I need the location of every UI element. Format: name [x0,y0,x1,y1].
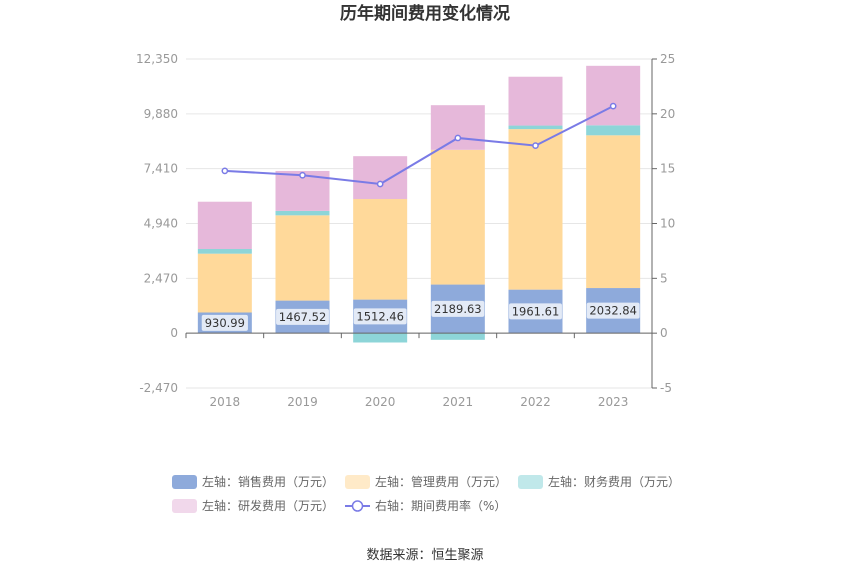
data-label: 2189.63 [434,302,482,316]
right-tick-label: 25 [660,52,675,66]
right-tick-label: 10 [660,217,675,231]
right-tick-label: 15 [660,162,675,176]
legend-item[interactable]: 左轴：管理费用（万元） [345,474,507,489]
bar-segment [353,333,408,343]
data-label-bg [353,308,407,325]
x-tick-label: 2021 [443,395,474,409]
data-label-bg [201,314,248,331]
data-label: 1961.61 [512,304,560,318]
legend-label: 右轴：期间费用率（%） [375,498,506,513]
x-tick-label: 2020 [365,395,396,409]
rate-point [376,180,384,188]
data-label-bg [509,303,562,320]
bar-segment [275,210,330,216]
legend-marker [351,500,364,512]
rate-line-path [224,105,614,186]
data-label: 930.99 [205,316,245,330]
left-tick-label: -2,470 [139,381,178,395]
bar-segment [197,201,252,250]
bar-segment [430,149,485,285]
legend-swatch [518,475,543,489]
x-tick-label: 2018 [210,395,241,409]
bar-segment [430,333,485,340]
legend-item[interactable]: 左轴：销售费用（万元） [172,474,334,489]
left-axis-ticks: 12,350 9,880 7,410 4,940 2,470 0 -2,470 [136,52,178,395]
rate-point [532,142,539,149]
legend-label: 左轴：财务费用（万元） [548,474,680,489]
axes [185,58,657,389]
data-label-bg [276,308,329,325]
x-tick-label: 2019 [287,395,318,409]
bars [197,65,641,343]
legend-item[interactable]: 左轴：研发费用（万元） [172,498,334,513]
rate-line [221,102,617,188]
legend-swatch [345,475,370,489]
x-tick-label: 2023 [598,395,629,409]
bar-segment [586,125,641,136]
bar-segment [275,215,330,301]
right-tick-label: -5 [660,381,672,395]
bar-segment [197,249,252,254]
grid [186,58,652,389]
bar-segment [508,76,563,126]
rate-point [221,167,229,175]
bar-segment [353,156,408,200]
bar-segment [353,199,408,300]
legend-swatch [172,499,197,513]
rate-point [454,134,462,142]
legend-label: 左轴：销售费用（万元） [202,474,334,489]
data-labels: 930.99 1467.52 1512.46 2189.63 1961.61 2032.8… [201,300,640,331]
legend-label: 左轴：管理费用（万元） [375,474,507,489]
left-tick-label: 4,940 [144,217,178,231]
right-axis-ticks: 25 20 15 10 5 0 -5 [660,52,675,395]
left-tick-label: 12,350 [136,52,178,66]
data-label: 1512.46 [356,309,404,323]
chart-title: 历年期间费用变化情况 [340,3,510,24]
x-axis-ticks: 2018 2019 2020 2021 2022 2023 [210,395,629,409]
bar-segment [508,129,563,290]
source-note: 数据来源：恒生聚源 [366,548,483,563]
left-tick-label: 0 [170,326,178,340]
x-tick-label: 2022 [520,395,551,409]
rate-point [609,102,617,110]
left-tick-label: 2,470 [144,271,178,285]
rate-point [299,171,306,179]
right-tick-label: 20 [660,107,675,121]
left-tick-label: 7,410 [144,162,178,176]
legend-swatch [172,475,197,489]
data-label: 1467.52 [279,310,327,324]
data-label-bg [586,302,640,319]
data-label: 2032.84 [589,304,637,318]
legend-item[interactable]: 左轴：财务费用（万元） [518,474,680,489]
legend[interactable]: 左轴：销售费用（万元） 左轴：管理费用（万元） 左轴：财务费用（万元） 左轴：研发费用… [172,474,680,513]
bar-segment [508,125,563,130]
bar-segment [430,105,485,150]
left-tick-label: 9,880 [144,107,178,121]
right-tick-label: 0 [660,326,668,340]
right-tick-label: 5 [660,271,668,285]
bar-segment [197,253,252,313]
data-label-bg [431,300,485,317]
legend-item[interactable]: 右轴：期间费用率（%） [345,498,506,513]
bar-segment [586,135,641,289]
legend-label: 左轴：研发费用（万元） [202,498,334,513]
